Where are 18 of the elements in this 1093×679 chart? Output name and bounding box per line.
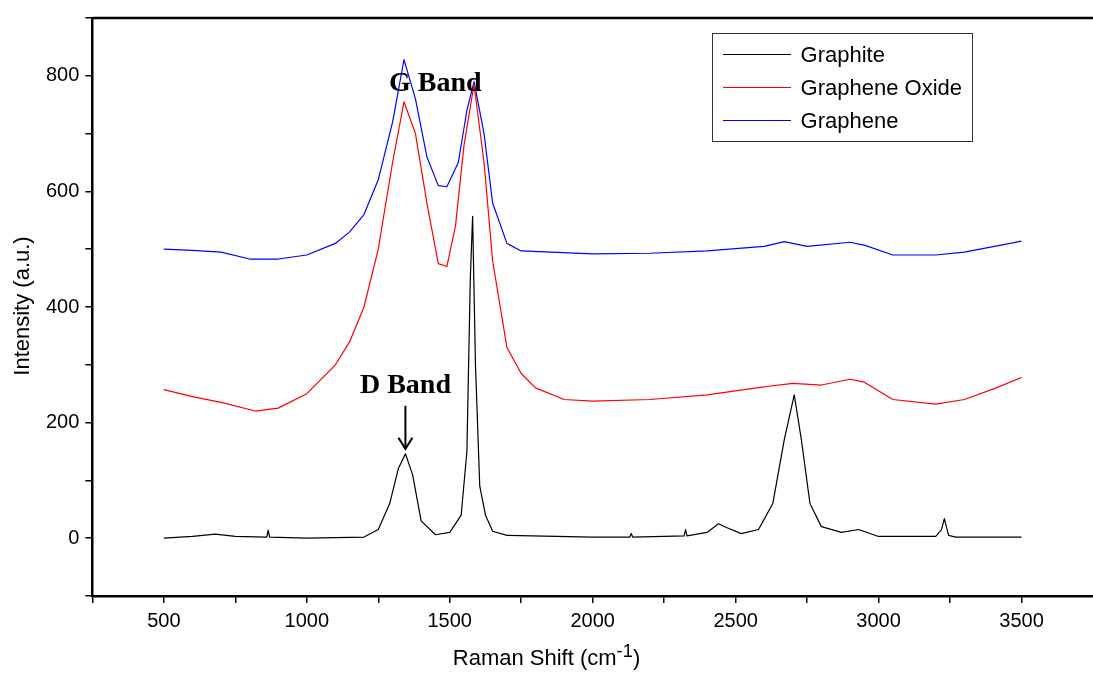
x-tick-label: 3000 xyxy=(856,608,901,631)
x-axis-title: Raman Shift (cm$^{-1}$) xyxy=(451,640,642,672)
x-tick-label: 2500 xyxy=(713,608,758,631)
annotation: D Band xyxy=(359,368,452,400)
x-tick-label: 1500 xyxy=(427,608,472,631)
x-tick-label: 500 xyxy=(147,608,181,631)
x-tick-label: 3500 xyxy=(999,608,1044,631)
y-tick-label: 200 xyxy=(45,410,80,433)
y-axis-title: Intensity (a.u.) xyxy=(9,236,35,376)
legend-label: Graphene Oxide xyxy=(800,74,962,101)
x-tick-label: 1000 xyxy=(284,608,330,631)
legend-label: Graphene xyxy=(800,107,899,134)
y-tick-label: 800 xyxy=(45,63,80,86)
legend-label: Graphite xyxy=(800,41,885,68)
y-tick-label: 400 xyxy=(45,294,80,317)
y-tick-label: 0 xyxy=(68,525,80,548)
x-tick-label: 2000 xyxy=(570,608,615,631)
y-tick-label: 600 xyxy=(45,178,80,201)
